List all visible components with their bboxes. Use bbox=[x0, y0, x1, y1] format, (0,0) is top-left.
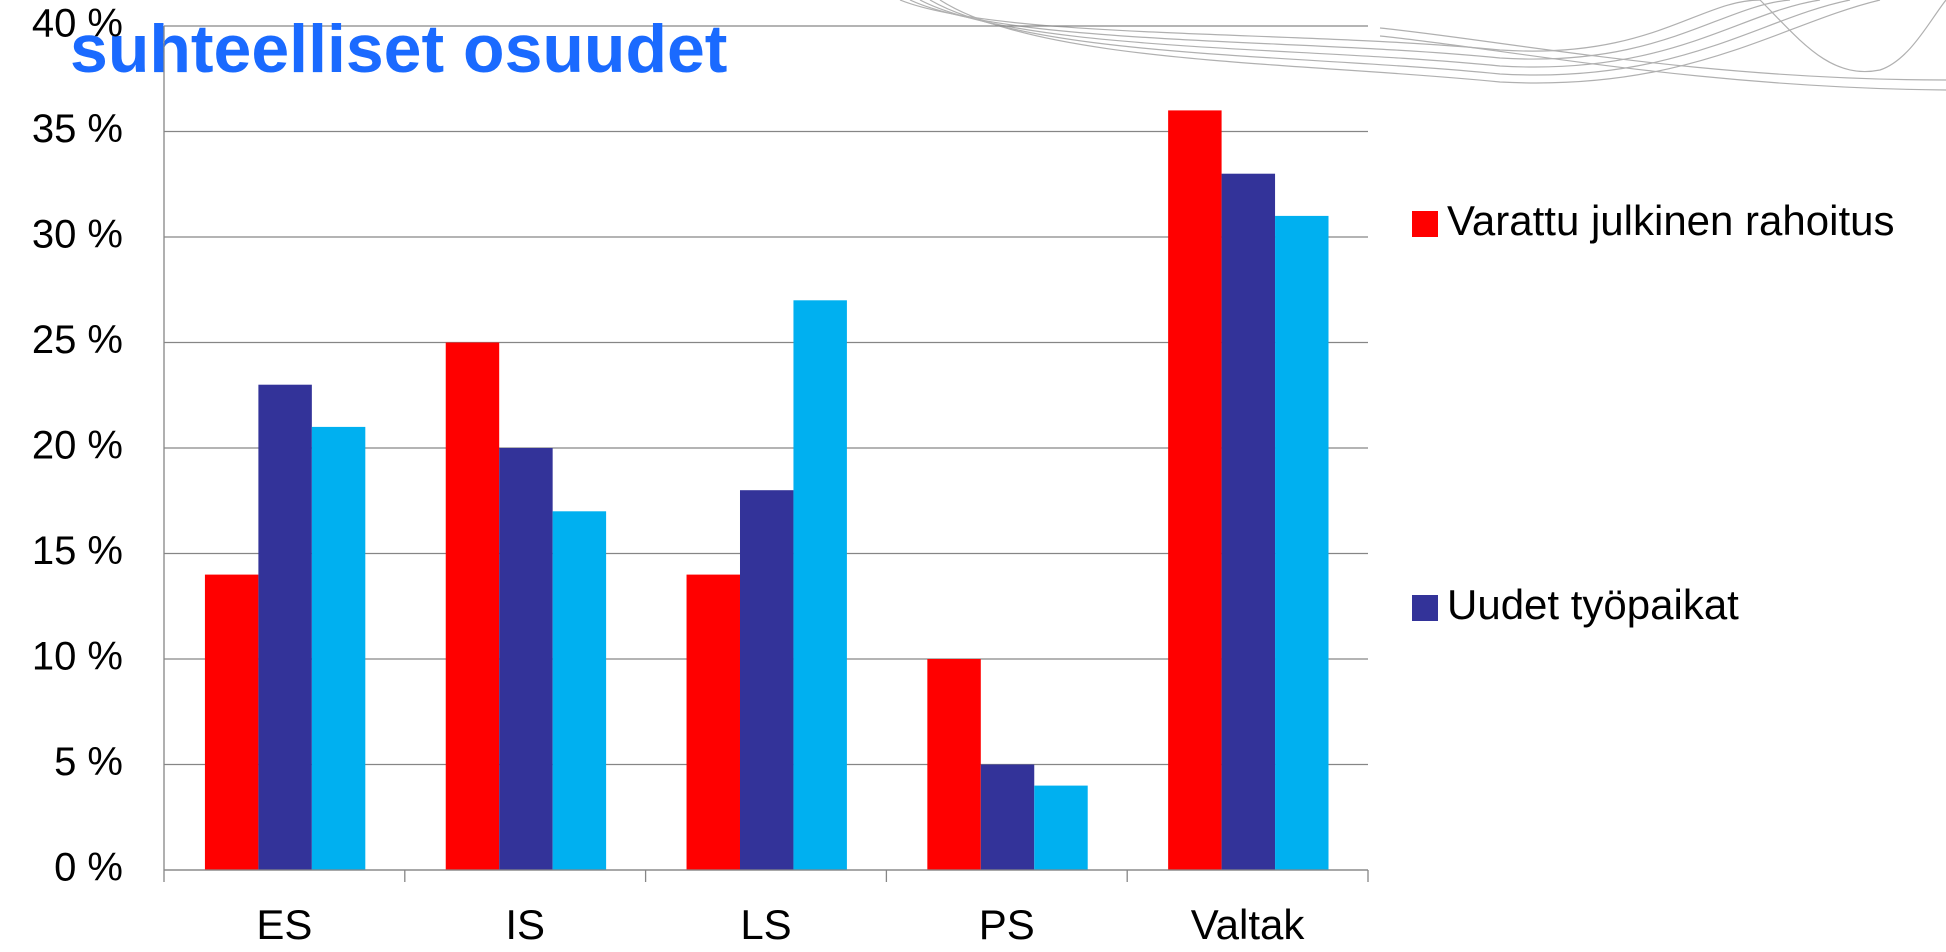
x-tick-label: IS bbox=[505, 901, 545, 948]
legend-label: Varattu julkinen rahoitus bbox=[1447, 197, 1894, 244]
y-tick-label: 40 % bbox=[32, 2, 123, 46]
chart-title: suhteelliset osuudet bbox=[70, 11, 727, 87]
legend-swatch bbox=[1412, 211, 1438, 237]
bar bbox=[499, 448, 553, 870]
bar bbox=[1221, 173, 1276, 870]
bar bbox=[1034, 785, 1088, 870]
y-tick-label: 5 % bbox=[54, 740, 123, 784]
y-tick-label: 0 % bbox=[54, 846, 123, 890]
y-tick-label: 35 % bbox=[32, 107, 123, 151]
bar bbox=[739, 490, 794, 870]
bar bbox=[927, 659, 981, 870]
bar bbox=[552, 511, 607, 870]
bar bbox=[793, 300, 847, 870]
x-tick-label: ES bbox=[256, 901, 312, 948]
y-tick-label: 10 % bbox=[32, 635, 123, 679]
bar bbox=[445, 342, 500, 870]
x-tick-label: PS bbox=[979, 901, 1035, 948]
legend-swatch bbox=[1412, 595, 1438, 621]
bar bbox=[311, 426, 366, 870]
bar bbox=[980, 764, 1035, 870]
y-tick-label: 15 % bbox=[32, 529, 123, 573]
y-tick-label: 25 % bbox=[32, 318, 123, 362]
y-tick-label: 20 % bbox=[32, 424, 123, 468]
x-tick-label: Valtak bbox=[1191, 901, 1306, 948]
bar bbox=[686, 574, 740, 870]
y-tick-label: 30 % bbox=[32, 213, 123, 257]
bar bbox=[1275, 215, 1329, 870]
decoration bbox=[899, 0, 1946, 91]
x-tick-label: LS bbox=[740, 901, 791, 948]
legend-label: Uudet työpaikat bbox=[1447, 581, 1739, 628]
bar bbox=[1168, 110, 1222, 870]
bar bbox=[204, 574, 259, 870]
bar bbox=[258, 384, 312, 870]
